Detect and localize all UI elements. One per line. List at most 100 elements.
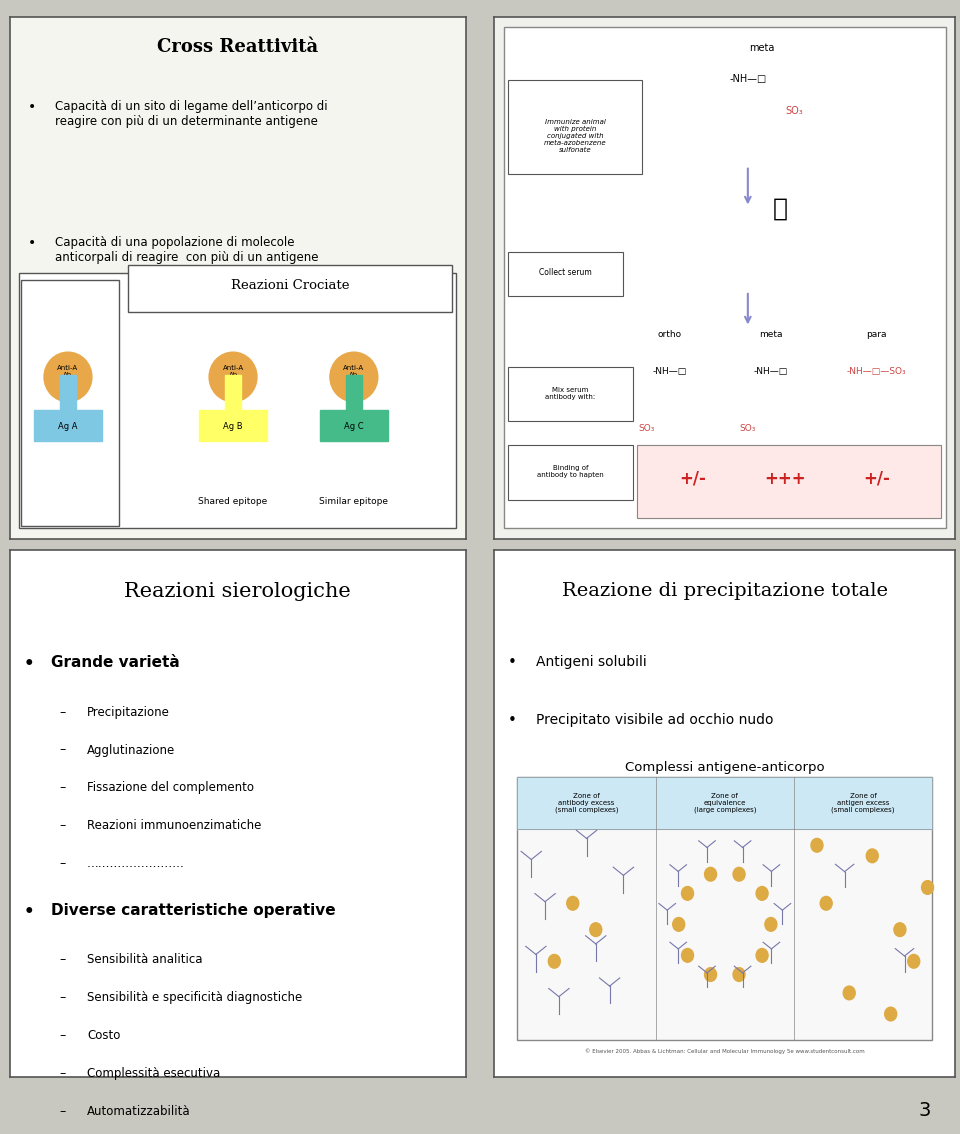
Circle shape (894, 923, 906, 937)
FancyBboxPatch shape (508, 79, 642, 174)
Text: Capacità di una popolazione di molecole
anticorpali di reagire  con più di un an: Capacità di una popolazione di molecole … (55, 236, 319, 264)
Circle shape (705, 868, 716, 881)
Text: +/-: +/- (679, 469, 706, 488)
Text: para: para (867, 330, 887, 339)
Text: •: • (28, 101, 36, 115)
Bar (517, 777, 932, 829)
Circle shape (765, 917, 777, 931)
Circle shape (756, 948, 768, 963)
Text: SO₃: SO₃ (638, 424, 655, 433)
Text: Sensibilità analitica: Sensibilità analitica (87, 954, 203, 966)
Text: -NH—□: -NH—□ (754, 366, 788, 375)
Text: Shared epitope: Shared epitope (199, 497, 268, 506)
Text: Collect serum: Collect serum (540, 268, 592, 277)
Bar (225, 375, 241, 411)
Text: –: – (60, 1106, 66, 1118)
Circle shape (811, 838, 823, 852)
Text: –: – (60, 744, 66, 756)
Text: •: • (28, 236, 36, 251)
Circle shape (908, 955, 920, 968)
Text: +/-: +/- (863, 469, 890, 488)
Text: Anti-A
Ab: Anti-A Ab (223, 365, 244, 379)
Text: Similar epitope: Similar epitope (320, 497, 389, 506)
Circle shape (733, 868, 745, 881)
Text: © Elsevier 2005. Abbas & Lichtman: Cellular and Molecular Immunology 5e www.stud: © Elsevier 2005. Abbas & Lichtman: Cellu… (585, 1048, 865, 1053)
Text: -NH—□: -NH—□ (653, 366, 686, 375)
Circle shape (885, 1007, 897, 1021)
Circle shape (673, 917, 684, 931)
Text: Precipitato visibile ad occhio nudo: Precipitato visibile ad occhio nudo (536, 713, 774, 727)
Text: -NH—□—SO₃: -NH—□—SO₃ (847, 366, 906, 375)
Text: Anti-A
Ab: Anti-A Ab (58, 365, 79, 379)
Text: Zone of
antibody excess
(small complexes): Zone of antibody excess (small complexes… (555, 793, 618, 813)
Ellipse shape (330, 353, 378, 401)
Text: ortho: ortho (658, 330, 682, 339)
FancyBboxPatch shape (19, 272, 457, 528)
Bar (34, 409, 102, 441)
Text: 3: 3 (919, 1101, 931, 1120)
Text: 🐀: 🐀 (773, 197, 787, 221)
Text: •: • (23, 655, 34, 674)
Bar (637, 445, 942, 518)
FancyBboxPatch shape (508, 252, 623, 296)
Circle shape (820, 897, 832, 911)
Text: Cross Reattività: Cross Reattività (157, 37, 318, 56)
Text: Reazione di precipitazione totale: Reazione di precipitazione totale (562, 582, 888, 600)
Text: +++: +++ (764, 469, 805, 488)
Bar (60, 375, 76, 411)
Text: Binding of
antibody to hapten: Binding of antibody to hapten (537, 465, 604, 479)
Text: –: – (60, 1067, 66, 1081)
Text: Costo: Costo (87, 1030, 121, 1042)
FancyBboxPatch shape (508, 366, 633, 421)
Text: Ag C: Ag C (344, 422, 364, 431)
Text: Grande varietà: Grande varietà (51, 655, 180, 670)
Text: SO₃: SO₃ (785, 105, 803, 116)
Text: Reazioni Crociate: Reazioni Crociate (230, 279, 349, 293)
Text: Zone of
equivalence
(large complexes): Zone of equivalence (large complexes) (693, 793, 756, 813)
Text: •: • (508, 655, 517, 670)
Text: –: – (60, 781, 66, 795)
FancyBboxPatch shape (504, 27, 946, 528)
Text: Ag B: Ag B (224, 422, 243, 431)
Text: Zone of
antigen excess
(small complexes): Zone of antigen excess (small complexes) (831, 793, 895, 813)
Circle shape (705, 967, 716, 981)
Text: Agglutinazione: Agglutinazione (87, 744, 176, 756)
FancyBboxPatch shape (508, 445, 633, 499)
Text: Reazioni sierologiche: Reazioni sierologiche (124, 582, 351, 601)
Text: Capacità di un sito di legame dell’anticorpo di
reagire con più di un determinan: Capacità di un sito di legame dell’antic… (55, 101, 327, 128)
Circle shape (589, 923, 602, 937)
Circle shape (843, 987, 855, 1000)
Circle shape (756, 887, 768, 900)
Circle shape (866, 849, 878, 863)
Text: Complessità esecutiva: Complessità esecutiva (87, 1067, 221, 1081)
Text: Automatizzabilità: Automatizzabilità (87, 1106, 191, 1118)
Circle shape (548, 955, 561, 968)
Text: meta: meta (749, 43, 775, 53)
Text: •: • (23, 904, 34, 921)
Text: –: – (60, 1030, 66, 1042)
FancyBboxPatch shape (517, 777, 932, 1040)
Text: Precipitazione: Precipitazione (87, 705, 170, 719)
Text: meta: meta (759, 330, 782, 339)
Ellipse shape (209, 353, 257, 401)
Text: –: – (60, 954, 66, 966)
Text: -NH—□: -NH—□ (730, 75, 766, 84)
Bar (320, 409, 388, 441)
Circle shape (922, 881, 933, 895)
Bar (346, 375, 362, 411)
Text: Antigeni solubili: Antigeni solubili (536, 655, 647, 669)
FancyBboxPatch shape (21, 280, 119, 525)
Circle shape (566, 897, 579, 911)
Text: Mix serum
antibody with:: Mix serum antibody with: (545, 387, 595, 400)
Text: –: – (60, 991, 66, 1005)
Text: –: – (60, 705, 66, 719)
Circle shape (682, 887, 693, 900)
Text: –: – (60, 820, 66, 832)
Text: SO₃: SO₃ (739, 424, 756, 433)
Text: Anti-A
Ab: Anti-A Ab (344, 365, 365, 379)
Text: Reazioni immunoenzimatiche: Reazioni immunoenzimatiche (87, 820, 261, 832)
Bar (199, 409, 267, 441)
Text: Complessi antigene-anticorpo: Complessi antigene-anticorpo (625, 761, 825, 773)
Text: Ag A: Ag A (59, 422, 78, 431)
Circle shape (733, 967, 745, 981)
